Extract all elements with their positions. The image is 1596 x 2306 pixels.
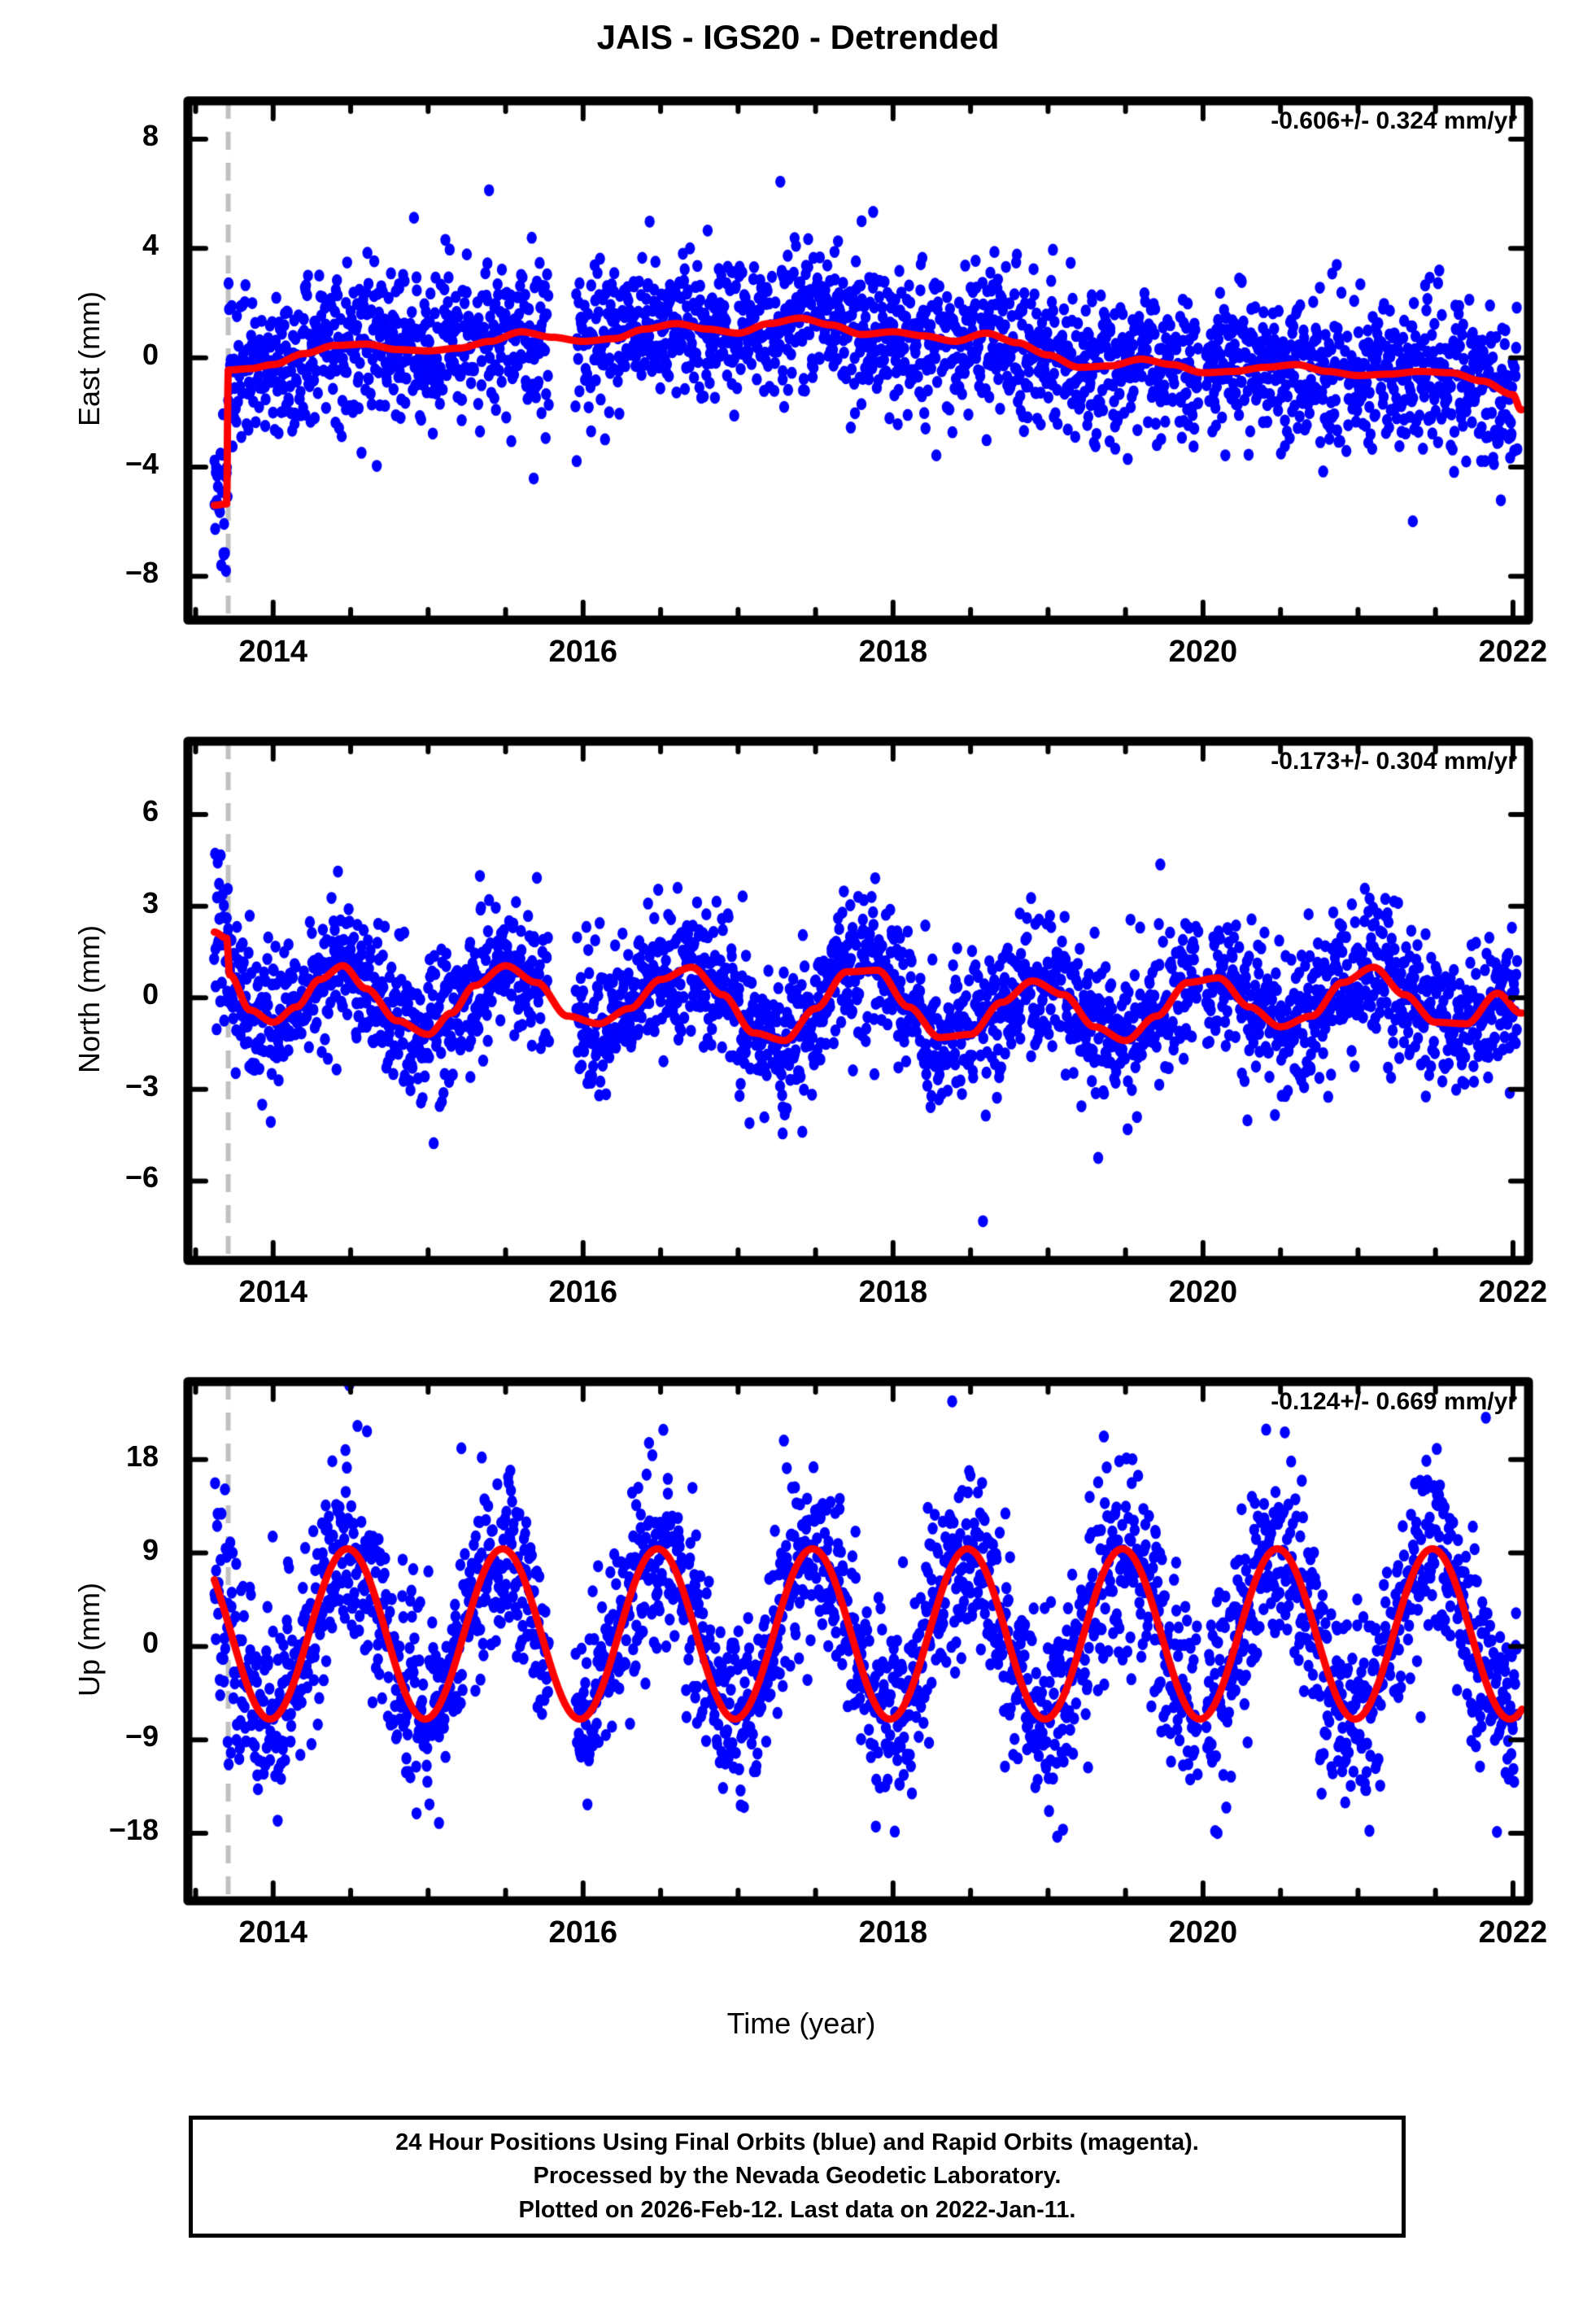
panel-up [183,1377,1533,1906]
xtick-label-north-1: 2016 [548,1275,618,1309]
footer-line-3: Plotted on 2026-Feb-12. Last data on 202… [518,2196,1076,2223]
xtick-label-east-1: 2016 [548,635,618,669]
panel-north [183,736,1533,1265]
xtick-label-east-4: 2022 [1478,635,1548,669]
xtick-label-north-0: 2014 [238,1275,308,1309]
rate-label-north: -0.173+/- 0.304 mm/yr [1271,748,1517,775]
ytick-label-up-2: 0 [142,1626,159,1660]
ytick-label-east-3: 4 [142,228,159,262]
ytick-label-east-2: 0 [142,337,159,371]
ytick-label-north-1: −3 [124,1068,159,1103]
panel-north-plot-area [183,736,1533,1265]
footer-caption-box: 24 Hour Positions Using Final Orbits (bl… [189,2116,1406,2238]
xtick-label-up-4: 2022 [1478,1915,1548,1950]
ytick-label-east-1: −4 [124,446,159,480]
ytick-label-east-0: −8 [124,556,159,590]
ytick-label-north-2: 0 [142,977,159,1011]
rate-label-east: -0.606+/- 0.324 mm/yr [1271,107,1517,134]
ytick-label-north-0: −6 [124,1160,159,1194]
xtick-label-up-0: 2014 [238,1915,308,1950]
ytick-label-north-3: 3 [142,885,159,919]
panel-up-plot-area [183,1377,1533,1906]
footer-line-2: Processed by the Nevada Geodetic Laborat… [533,2163,1062,2190]
ytick-label-up-0: −18 [108,1813,159,1847]
panel-east-plot-area [183,96,1533,625]
page-title: JAIS - IGS20 - Detrended [596,18,1000,56]
xtick-label-east-0: 2014 [238,635,308,669]
ytick-label-up-3: 9 [142,1532,159,1566]
footer-line-1: 24 Hour Positions Using Final Orbits (bl… [395,2129,1199,2156]
ytick-label-up-1: −9 [124,1719,159,1754]
ytick-label-up-4: 18 [125,1439,159,1473]
xtick-label-up-1: 2016 [548,1915,618,1950]
axis-label-time: Time (year) [726,2007,876,2040]
ytick-label-north-4: 6 [142,794,159,828]
xtick-label-north-2: 2018 [858,1275,928,1309]
panel-east [183,96,1533,625]
xtick-label-up-3: 2020 [1168,1915,1238,1950]
xtick-label-north-3: 2020 [1168,1275,1238,1309]
xtick-label-east-3: 2020 [1168,635,1238,669]
xtick-label-up-2: 2018 [858,1915,928,1950]
xtick-label-east-2: 2018 [858,635,928,669]
ytick-label-east-4: 8 [142,119,159,152]
xtick-label-north-4: 2022 [1478,1275,1548,1309]
rate-label-up: -0.124+/- 0.669 mm/yr [1271,1388,1517,1415]
